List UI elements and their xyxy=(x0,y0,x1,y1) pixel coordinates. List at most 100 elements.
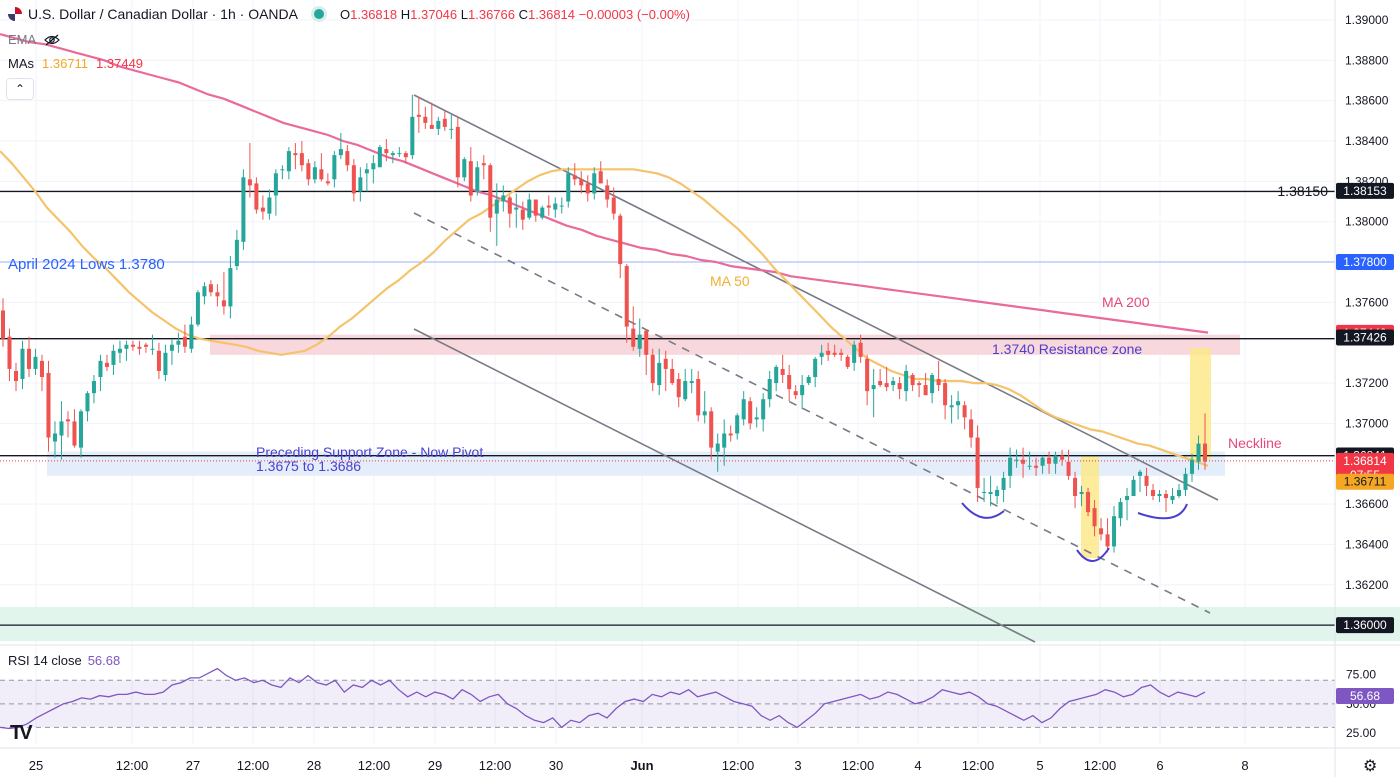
candle-body xyxy=(962,405,967,418)
candle-body xyxy=(7,336,12,369)
candle xyxy=(995,485,1000,505)
candle-body xyxy=(975,437,980,488)
candle xyxy=(858,334,863,363)
candle xyxy=(46,360,51,452)
candle-body xyxy=(644,330,649,355)
candle-body xyxy=(702,411,707,416)
candle xyxy=(72,409,77,448)
candle-body xyxy=(774,366,779,384)
candle xyxy=(1170,487,1175,505)
candle xyxy=(410,94,415,160)
candle xyxy=(1112,506,1117,553)
candle xyxy=(1092,500,1097,537)
eye-crossed-icon[interactable] xyxy=(44,34,61,46)
candle xyxy=(26,336,32,378)
candle-body xyxy=(793,391,798,396)
ema-label[interactable]: EMA xyxy=(8,32,37,47)
candle xyxy=(1047,451,1052,474)
candle-body xyxy=(345,151,350,166)
time-tick-label: 12:00 xyxy=(1084,758,1117,773)
candle xyxy=(709,407,714,460)
candle-body xyxy=(104,362,109,367)
candle-body xyxy=(39,360,44,378)
candle-body xyxy=(286,151,291,172)
candle xyxy=(384,139,389,162)
candle-body xyxy=(449,128,454,130)
candle-body xyxy=(299,153,304,166)
candle xyxy=(904,364,909,402)
symbol-title[interactable]: U.S. Dollar / Canadian Dollar · 1h · OAN… xyxy=(28,6,298,22)
candle xyxy=(462,157,467,182)
candle xyxy=(1125,487,1130,521)
candle-body xyxy=(780,368,785,375)
candle xyxy=(644,330,649,375)
candle xyxy=(325,173,330,186)
candle xyxy=(956,391,961,420)
price-tick-label: 1.36200 xyxy=(1345,578,1389,592)
candle-body xyxy=(767,379,772,400)
mas-label[interactable]: MAs xyxy=(8,56,34,71)
candle-body xyxy=(676,379,681,398)
zone-rect xyxy=(0,606,1400,642)
candle-body xyxy=(650,354,655,384)
candle xyxy=(33,348,38,375)
candle-body xyxy=(1092,508,1097,527)
candle-body xyxy=(540,207,545,218)
candle xyxy=(936,360,941,392)
candle xyxy=(234,229,239,271)
candle xyxy=(332,151,337,188)
candle-body xyxy=(1001,477,1006,490)
price-label-bg xyxy=(1336,473,1394,490)
candle xyxy=(949,395,954,424)
candle xyxy=(1099,518,1104,541)
candle-body xyxy=(260,207,265,212)
candle-body xyxy=(481,163,486,166)
candle-body xyxy=(137,346,142,349)
candle xyxy=(1034,457,1039,476)
candle xyxy=(982,477,987,503)
candle-body xyxy=(741,399,746,420)
candle xyxy=(1157,489,1162,503)
candle xyxy=(475,161,480,196)
rsi-header: RSI 14 close 56.68 xyxy=(8,653,120,668)
candle xyxy=(566,167,571,208)
candle xyxy=(878,368,883,388)
collapse-button[interactable]: ⌃ xyxy=(6,78,34,100)
candle-body xyxy=(637,334,642,349)
time-tick-label: 6 xyxy=(1156,758,1163,773)
candle-body xyxy=(1105,534,1110,547)
candle-body xyxy=(488,165,493,218)
candle-body xyxy=(117,348,122,353)
candle-body xyxy=(312,167,317,180)
ma50-line xyxy=(0,150,1209,467)
candle xyxy=(891,377,896,392)
candle xyxy=(1086,487,1091,517)
candle-body xyxy=(878,381,883,386)
candle-body xyxy=(1118,502,1123,519)
candle xyxy=(351,159,356,202)
candle-body xyxy=(696,379,701,416)
candle xyxy=(553,197,558,218)
candle-body xyxy=(416,114,421,117)
candle xyxy=(215,284,220,307)
tradingview-logo-icon[interactable]: TV xyxy=(10,722,32,744)
rsi-value: 56.68 xyxy=(87,653,121,668)
support-zone-range-label: 1.3675 to 1.3686 xyxy=(256,458,361,474)
price-tick-label: 1.37200 xyxy=(1345,376,1389,390)
candle-body xyxy=(884,383,889,388)
candle xyxy=(657,348,662,396)
candle xyxy=(884,366,889,392)
candle xyxy=(416,96,421,133)
candle xyxy=(202,282,207,305)
candle xyxy=(286,147,291,180)
candle xyxy=(780,354,785,384)
candle xyxy=(702,391,707,424)
candle-body xyxy=(611,197,616,214)
candle xyxy=(1176,483,1182,499)
time-tick-label: 3 xyxy=(794,758,801,773)
gear-icon[interactable]: ⚙ xyxy=(1363,758,1378,775)
candle xyxy=(442,110,447,131)
rsi-label[interactable]: RSI 14 close xyxy=(8,653,82,668)
candle-body xyxy=(46,372,51,438)
